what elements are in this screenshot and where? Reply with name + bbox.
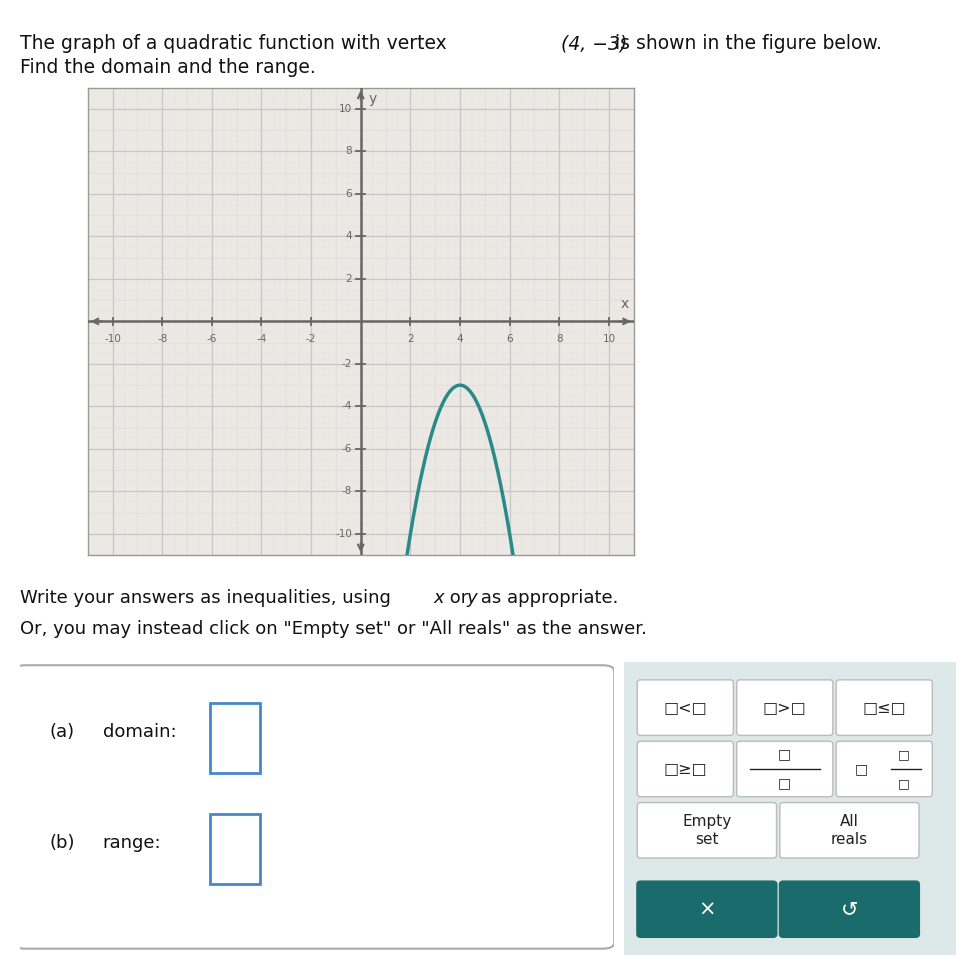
Text: as appropriate.: as appropriate. [475,589,618,607]
Text: -10: -10 [335,529,352,539]
FancyBboxPatch shape [14,665,614,949]
FancyBboxPatch shape [837,680,932,735]
Text: Or, you may instead click on "Empty set" or "All reals" as the answer.: Or, you may instead click on "Empty set"… [20,620,646,638]
FancyBboxPatch shape [210,814,260,884]
Text: 10: 10 [603,334,615,344]
FancyBboxPatch shape [737,741,833,797]
Text: □<□: □<□ [663,700,707,715]
Text: -4: -4 [256,334,267,344]
Text: 2: 2 [408,334,413,344]
Text: -2: -2 [341,359,352,369]
FancyBboxPatch shape [638,680,733,735]
Text: -8: -8 [157,334,168,344]
Text: -10: -10 [104,334,121,344]
Text: x: x [620,297,629,311]
Text: (a): (a) [49,724,74,741]
Text: □: □ [898,777,910,790]
Text: ↺: ↺ [840,899,858,919]
Text: 4: 4 [345,232,352,242]
Text: □≥□: □≥□ [664,762,707,776]
Text: □>□: □>□ [762,700,806,715]
Text: 6: 6 [345,189,352,199]
Text: 10: 10 [339,104,352,114]
Text: -6: -6 [207,334,217,344]
Text: ×: × [698,899,716,919]
Text: 6: 6 [506,334,513,344]
Text: -8: -8 [341,486,352,497]
FancyBboxPatch shape [210,703,260,773]
Text: 4: 4 [456,334,463,344]
Text: All
reals: All reals [831,814,868,846]
Text: Find the domain and the range.: Find the domain and the range. [20,58,315,78]
Text: (4, −3): (4, −3) [561,34,627,54]
Text: (b): (b) [49,835,75,852]
Text: x: x [434,589,445,607]
Text: or: or [444,589,474,607]
Text: □≤□: □≤□ [863,700,906,715]
FancyBboxPatch shape [737,680,833,735]
Text: -6: -6 [341,444,352,454]
Text: □: □ [778,747,792,762]
Text: 8: 8 [556,334,563,344]
Text: -4: -4 [341,401,352,411]
Text: 2: 2 [345,274,352,283]
FancyBboxPatch shape [638,803,776,858]
Text: domain:: domain: [102,724,176,741]
FancyBboxPatch shape [638,881,776,937]
Text: Empty
set: Empty set [682,814,731,846]
Text: y: y [466,589,477,607]
Text: is shown in the figure below.: is shown in the figure below. [609,34,882,54]
Text: □: □ [898,748,910,761]
FancyBboxPatch shape [780,803,919,858]
FancyBboxPatch shape [638,741,733,797]
FancyBboxPatch shape [837,741,932,797]
Text: 8: 8 [345,146,352,157]
Text: □: □ [854,762,868,776]
Text: range:: range: [102,835,162,852]
FancyBboxPatch shape [780,881,919,937]
Text: Write your answers as inequalities, using: Write your answers as inequalities, usin… [20,589,396,607]
Text: The graph of a quadratic function with vertex: The graph of a quadratic function with v… [20,34,452,54]
Text: -2: -2 [306,334,316,344]
Text: y: y [369,92,376,106]
Text: □: □ [778,776,792,791]
FancyBboxPatch shape [621,659,958,957]
